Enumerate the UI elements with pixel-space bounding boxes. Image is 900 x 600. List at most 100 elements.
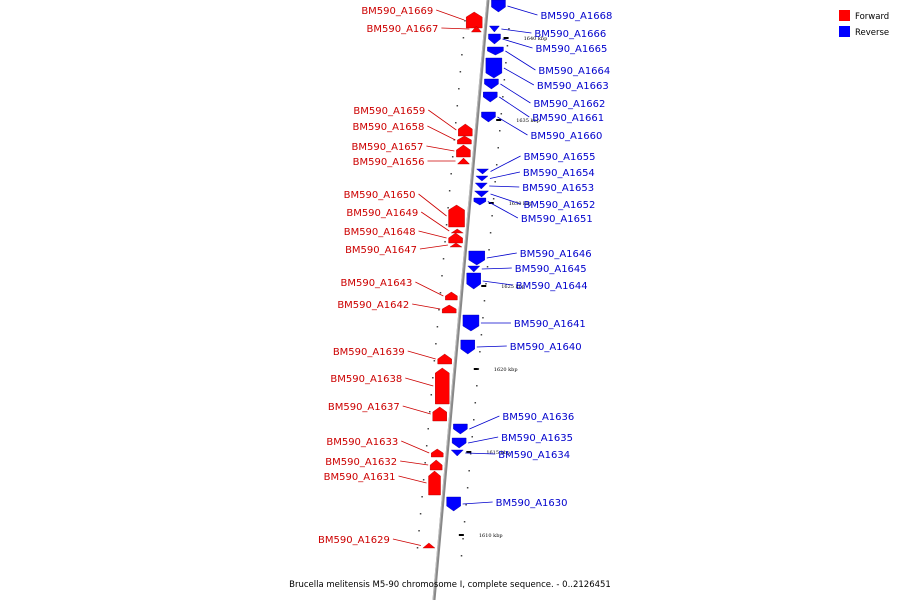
minor-tick bbox=[500, 113, 503, 115]
forward-gene-arrow bbox=[466, 11, 483, 29]
minor-tick bbox=[444, 241, 446, 243]
reverse-gene-leader bbox=[497, 116, 528, 136]
minor-tick bbox=[489, 232, 492, 234]
reverse-gene-arrow bbox=[446, 496, 461, 512]
reverse-gene-arrow bbox=[460, 339, 475, 355]
reverse-gene-arrow bbox=[462, 314, 480, 332]
legend-reverse-swatch bbox=[839, 26, 850, 37]
minor-tick bbox=[499, 130, 501, 132]
reverse-gene-label: BM590_A1662 bbox=[533, 99, 605, 110]
minor-tick bbox=[485, 283, 487, 285]
reverse-gene-label: BM590_A1663 bbox=[537, 81, 609, 92]
minor-tick bbox=[495, 164, 498, 166]
forward-gene-arrow bbox=[457, 157, 470, 165]
minor-tick bbox=[473, 419, 475, 421]
reverse-gene-label: BM590_A1654 bbox=[523, 168, 595, 179]
forward-gene-leader bbox=[428, 109, 457, 131]
forward-gene-label: BM590_A1649 bbox=[346, 208, 418, 219]
minor-tick bbox=[463, 521, 466, 523]
reverse-gene-leader bbox=[505, 50, 536, 71]
reverse-gene-arrow bbox=[481, 111, 496, 123]
reverse-gene-leader bbox=[500, 83, 531, 104]
minor-tick bbox=[419, 513, 422, 515]
forward-gene-label: BM590_A1656 bbox=[353, 157, 425, 168]
minor-tick bbox=[471, 436, 473, 438]
reverse-gene-arrow bbox=[474, 182, 488, 190]
scale-tick-label: 1615 kbp bbox=[486, 450, 510, 456]
forward-gene-label: BM590_A1633 bbox=[326, 437, 398, 448]
minor-tick bbox=[441, 275, 443, 277]
reverse-gene-arrow bbox=[473, 197, 487, 206]
minor-tick bbox=[477, 368, 480, 370]
forward-gene-arrow bbox=[437, 353, 452, 365]
reverse-gene-leader bbox=[487, 201, 519, 219]
reverse-gene-arrow bbox=[485, 57, 503, 79]
minor-tick bbox=[465, 504, 467, 506]
forward-gene-leader bbox=[400, 460, 429, 466]
reverse-gene-label: BM590_A1655 bbox=[524, 152, 596, 163]
minor-tick bbox=[508, 28, 510, 30]
minor-tick bbox=[455, 122, 457, 124]
scale-tick-label: 1620 kbp bbox=[494, 367, 518, 373]
forward-gene-arrow bbox=[449, 242, 463, 248]
reverse-gene-arrow bbox=[483, 91, 498, 103]
reverse-gene-leader bbox=[490, 155, 521, 172]
forward-gene-label: BM590_A1669 bbox=[361, 6, 433, 17]
minor-tick bbox=[462, 37, 465, 39]
scale-tick-label: 1635 kbp bbox=[516, 118, 540, 124]
sequence-caption: Brucella melitensis M5-90 chromosome I, … bbox=[289, 580, 611, 590]
minor-tick bbox=[492, 198, 495, 200]
reverse-gene-label: BM590_A1653 bbox=[522, 183, 594, 194]
reverse-gene-label: BM590_A1661 bbox=[532, 113, 604, 124]
reverse-gene-leader bbox=[486, 252, 517, 259]
reverse-gene-arrow bbox=[467, 265, 481, 273]
reverse-gene-arrow bbox=[476, 168, 490, 175]
minor-tick bbox=[505, 62, 507, 64]
forward-gene-arrow bbox=[470, 25, 482, 33]
scale-tick-mark bbox=[496, 119, 502, 121]
reverse-gene-arrow bbox=[468, 250, 485, 266]
forward-gene-label: BM590_A1648 bbox=[344, 227, 416, 238]
reverse-gene-label: BM590_A1666 bbox=[534, 29, 606, 40]
reverse-gene-arrow bbox=[451, 437, 467, 449]
forward-gene-label: BM590_A1631 bbox=[324, 472, 396, 483]
reverse-gene-leader bbox=[489, 171, 521, 179]
forward-gene-arrow bbox=[448, 232, 463, 244]
scale-ticks: 1640 kbp 1635 kbp 1630 kbp 1625 kbp 1620 kbp… bbox=[416, 20, 547, 557]
scale-tick-mark bbox=[466, 451, 472, 453]
reverse-gene-label: BM590_A1635 bbox=[501, 433, 573, 444]
forward-gene-arrow bbox=[441, 304, 457, 314]
forward-gene-arrow bbox=[450, 228, 464, 234]
minor-tick bbox=[479, 351, 481, 353]
scale-tick-label: 1630 kbp bbox=[509, 201, 533, 207]
minor-tick bbox=[462, 538, 464, 540]
reverse-gene-label: BM590_A1651 bbox=[521, 214, 593, 225]
forward-gene-leader bbox=[420, 211, 450, 232]
reverse-gene-arrow bbox=[488, 25, 500, 33]
minor-tick bbox=[430, 394, 433, 396]
reverse-gene-leader bbox=[499, 96, 530, 118]
reverse-gene-label: BM590_A1634 bbox=[498, 450, 570, 461]
minor-tick bbox=[427, 428, 429, 430]
minor-tick bbox=[424, 462, 426, 464]
scale-tick-mark bbox=[481, 285, 487, 287]
minor-tick bbox=[445, 224, 448, 226]
minor-tick bbox=[494, 181, 496, 183]
reverse-gene-leader bbox=[490, 193, 521, 205]
minor-tick bbox=[460, 555, 463, 557]
minor-tick bbox=[468, 470, 470, 472]
reverse-gene-leader bbox=[476, 345, 507, 348]
reverse-gene-arrow bbox=[475, 175, 489, 182]
reverse-gene-label: BM590_A1664 bbox=[538, 66, 610, 77]
reverse-gene-label: BM590_A1636 bbox=[502, 412, 574, 423]
forward-gene-label: BM590_A1638 bbox=[330, 374, 402, 385]
reverse-gene-leader bbox=[507, 5, 538, 16]
chromosome-axis-highlight bbox=[432, 0, 488, 600]
forward-gene-label: BM590_A1632 bbox=[325, 457, 397, 468]
forward-gene-label: BM590_A1639 bbox=[333, 347, 405, 358]
reverse-gene-leader bbox=[462, 501, 493, 505]
minor-tick bbox=[435, 343, 437, 345]
minor-tick bbox=[432, 377, 434, 379]
forward-gene-arrow bbox=[457, 135, 472, 145]
